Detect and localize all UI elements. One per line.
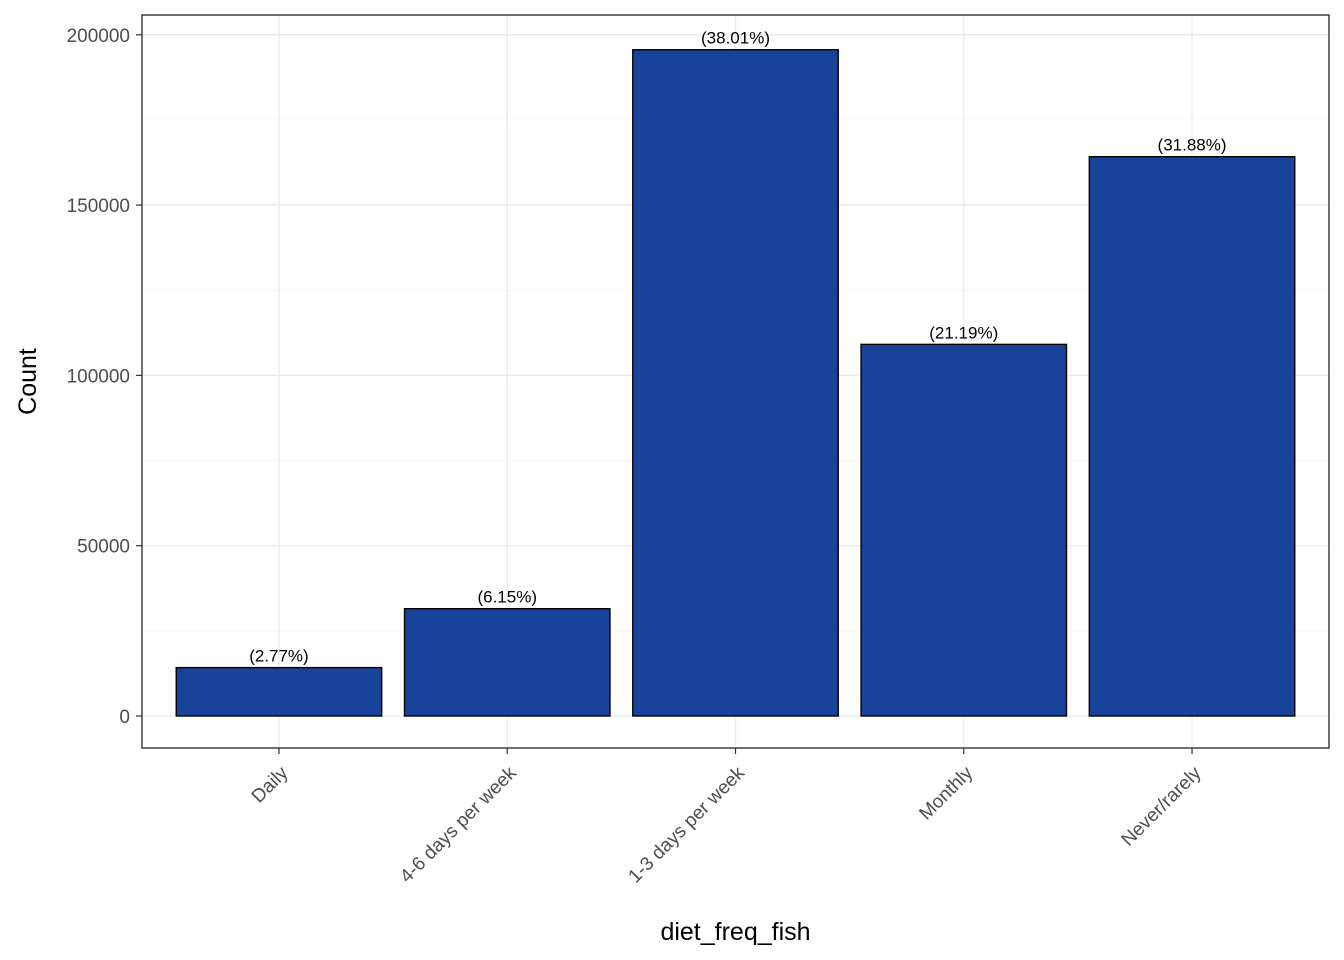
x-tick-label: 4-6 days per week bbox=[396, 762, 521, 887]
bar-data-label: (38.01%) bbox=[701, 29, 770, 48]
bars bbox=[175, 49, 1296, 717]
y-axis-title: Count bbox=[14, 348, 42, 415]
x-tick-label: Never/rarely bbox=[1118, 762, 1206, 850]
bar-value-labels: (2.77%) (6.15%) (38.01%) (21.19%) (31.88%) bbox=[249, 29, 1226, 666]
bar bbox=[860, 343, 1068, 717]
x-axis: Daily 4-6 days per week 1-3 days per week M… bbox=[248, 748, 1206, 887]
bar-data-label: (21.19%) bbox=[929, 323, 998, 342]
y-tick-label: 0 bbox=[119, 707, 130, 728]
x-tick-label: Monthly bbox=[915, 762, 977, 824]
bar bbox=[175, 666, 383, 717]
bar-data-label: (6.15%) bbox=[477, 588, 537, 607]
bar bbox=[1088, 155, 1296, 717]
x-tick-label: Daily bbox=[248, 762, 293, 807]
y-axis: 0 50000 100000 150000 200000 bbox=[67, 26, 142, 728]
y-tick-label: 150000 bbox=[67, 196, 130, 217]
y-tick-label: 200000 bbox=[67, 26, 130, 47]
y-tick-label: 50000 bbox=[77, 537, 130, 558]
bar bbox=[632, 49, 839, 717]
bar-data-label: (2.77%) bbox=[249, 647, 309, 666]
y-tick-label: 100000 bbox=[67, 366, 130, 387]
bar-data-label: (31.88%) bbox=[1158, 136, 1227, 155]
x-tick-label: 1-3 days per week bbox=[624, 762, 749, 887]
x-axis-title: diet_freq_fish bbox=[660, 918, 810, 946]
bar bbox=[403, 607, 611, 717]
